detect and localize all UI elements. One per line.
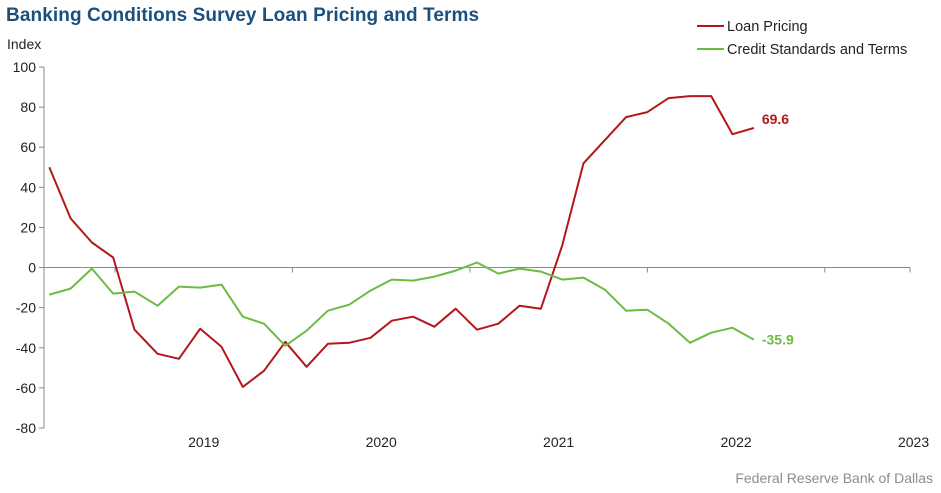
x-tick-label: 2021	[543, 434, 574, 450]
y-tick-label: -40	[16, 340, 36, 356]
series-line	[48, 95, 755, 388]
y-tick-label: 100	[13, 59, 37, 75]
end-value-label: 69.6	[762, 111, 789, 127]
y-tick-label: -60	[16, 380, 36, 396]
axes: -80 -60 -40 -20 0 20 40 60 80 100 2019 2020 2021 2022…	[13, 59, 930, 450]
x-tick-label: 2022	[721, 434, 752, 450]
x-tick-label: 2020	[366, 434, 397, 450]
y-tick-label: 20	[20, 219, 36, 235]
chart-title: Banking Conditions Survey Loan Pricing a…	[6, 5, 480, 26]
legend-label: Loan Pricing	[727, 19, 808, 35]
y-tick-label: 0	[28, 260, 36, 276]
legend: Loan Pricing Credit Standards and Terms	[697, 19, 907, 58]
series-layer: 69.6 -35.9	[48, 95, 794, 388]
y-tick-label: 60	[20, 139, 36, 155]
y-tick-label: -80	[16, 420, 36, 436]
end-value-label: -35.9	[762, 332, 794, 348]
x-tick-label: 2019	[188, 434, 219, 450]
y-tick-label: 80	[20, 99, 36, 115]
y-axis-label: Index	[7, 36, 42, 52]
x-tick-label: 2023	[898, 434, 929, 450]
y-tick-label: 40	[20, 179, 36, 195]
source-note: Federal Reserve Bank of Dallas	[735, 470, 933, 486]
legend-label: Credit Standards and Terms	[727, 42, 907, 58]
series-line	[49, 261, 755, 347]
y-tick-label: -20	[16, 300, 36, 316]
